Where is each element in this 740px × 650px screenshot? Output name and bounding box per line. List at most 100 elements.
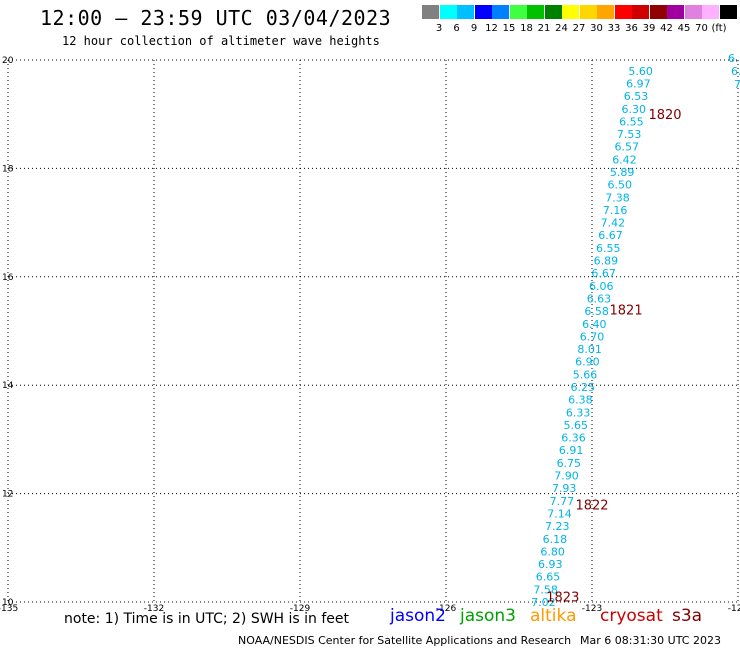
wave-height-label: 7.77 (550, 495, 575, 508)
time-marker-label: 1823 (546, 591, 579, 606)
y-tick-label: 16 (2, 273, 14, 283)
scale-swatch (439, 5, 457, 19)
wave-height-label: 6.50 (608, 179, 633, 192)
wave-height-label: 6.70 (580, 330, 605, 343)
x-tick-label: -123 (582, 604, 602, 614)
wave-height-label: 6.25 (570, 381, 595, 394)
y-tick-label: 10 (2, 598, 14, 608)
scale-label: 39 (642, 23, 656, 34)
page-subtitle: 12 hour collection of altimeter wave hei… (62, 34, 380, 48)
scale-label: 18 (520, 23, 533, 34)
wave-height-label: 6.38 (568, 394, 593, 407)
scale-swatch (614, 5, 632, 19)
wave-height-label: 5.66 (573, 368, 598, 381)
wave-height-label: 6.06 (589, 280, 614, 293)
wave-height-label: 7.58 (533, 583, 558, 596)
wave-height-label: 5.89 (610, 166, 635, 179)
scale-label: 24 (555, 23, 568, 34)
wave-height-label: 7.02 (531, 596, 556, 609)
scale-swatch (562, 5, 579, 19)
wave-height-label: 5.65 (564, 419, 589, 432)
time-marker-label: 1821 (610, 303, 643, 318)
wave-height-label-edge: 6. (731, 65, 740, 78)
wave-height-label: 6.63 (587, 292, 612, 305)
wave-height-label: 6.58 (584, 305, 609, 318)
scale-label: 36 (625, 23, 638, 34)
scale-label: 3 (435, 23, 443, 34)
wave-height-label: 8.01 (577, 343, 602, 356)
satellite-legend-jason2: jason2 (390, 606, 446, 626)
wave-height-label: 6.40 (582, 318, 607, 331)
scale-swatch (649, 5, 667, 19)
satellite-legend-jason3: jason3 (460, 606, 516, 626)
scale-swatch (422, 5, 439, 19)
wave-height-label: 6.57 (615, 141, 640, 154)
satellite-legend-s3a: s3a (672, 606, 703, 626)
wave-height-label: 6.30 (621, 103, 646, 116)
satellite-legend-altika: altika (530, 606, 577, 626)
scale-swatch (702, 5, 719, 19)
wave-height-label: 6.91 (559, 444, 584, 457)
scale-label: 70 (695, 23, 708, 34)
wave-height-label: 6.65 (536, 571, 561, 584)
wave-height-label: 6.93 (538, 558, 563, 571)
wave-height-label: 7.14 (547, 507, 572, 520)
wave-height-label: 6.67 (591, 267, 616, 280)
scale-label: 6 (453, 23, 460, 34)
wave-height-label: 6.55 (596, 242, 621, 255)
x-tick-label: -135 (0, 604, 18, 614)
wave-height-label: 7.90 (554, 470, 579, 483)
footer-credit: NOAA/NESDIS Center for Satellite Applica… (238, 634, 572, 647)
time-marker-label: 1820 (648, 108, 681, 123)
wave-height-label: 7.42 (601, 217, 626, 230)
wave-height-label: 6.97 (626, 77, 651, 90)
scale-label: 12 (485, 23, 498, 34)
scale-swatch (527, 5, 544, 19)
footer-timestamp: Mar 6 08:31:30 UTC 2023 (580, 634, 721, 647)
wave-height-label: 6.55 (619, 115, 644, 128)
scale-swatch (719, 5, 737, 19)
scale-label: 21 (537, 23, 551, 34)
scale-label: 9 (470, 23, 478, 34)
wave-height-label: 6.67 (598, 229, 623, 242)
wave-height-label: 5.60 (628, 65, 653, 78)
wave-height-label: 6.90 (575, 356, 600, 369)
y-tick-label: 18 (2, 164, 14, 174)
scale-swatch (509, 5, 527, 19)
wave-height-label: 6.33 (566, 406, 591, 419)
time-marker-label: 1822 (575, 498, 608, 513)
wave-height-label: 6.36 (561, 432, 586, 445)
x-tick-label: -126 (436, 604, 457, 614)
scale-swatch (667, 5, 684, 19)
wave-height-label: 6.80 (540, 545, 565, 558)
scale-swatch (544, 5, 562, 19)
x-tick-label: -129 (290, 604, 311, 614)
wave-height-label: 6.18 (543, 533, 568, 546)
wave-height-label: 7.23 (545, 520, 570, 533)
scale-label: 27 (572, 23, 586, 34)
scale-swatch (579, 5, 597, 19)
scale-label: 30 (590, 23, 603, 34)
x-tick-label: -132 (144, 604, 164, 614)
scale-swatch (492, 5, 509, 19)
scale-swatch (684, 5, 702, 19)
page-title: 12:00 – 23:59 UTC 03/04/2023 (40, 6, 392, 30)
wave-height-label: 7.16 (603, 204, 628, 217)
wave-height-label: 6.89 (594, 255, 619, 268)
wave-height-label-edge: 6. (728, 52, 739, 65)
wave-height-label: 7.93 (552, 482, 577, 495)
scale-swatch (457, 5, 474, 19)
wave-height-label: 7.53 (617, 128, 642, 141)
scale-label: (ft) (711, 23, 727, 34)
wave-height-label: 6.53 (624, 90, 649, 103)
wave-height-label: 7.38 (605, 191, 630, 204)
scale-label: 15 (502, 23, 516, 34)
wave-height-label-edge: 7 (734, 78, 740, 91)
satellite-legend-cryosat: cryosat (600, 606, 663, 626)
scale-swatch (632, 5, 649, 19)
scale-swatch (597, 5, 614, 19)
x-tick-label: -120 (728, 604, 740, 614)
wave-height-label: 6.42 (612, 153, 637, 166)
wave-height-label: 6.75 (557, 457, 582, 470)
